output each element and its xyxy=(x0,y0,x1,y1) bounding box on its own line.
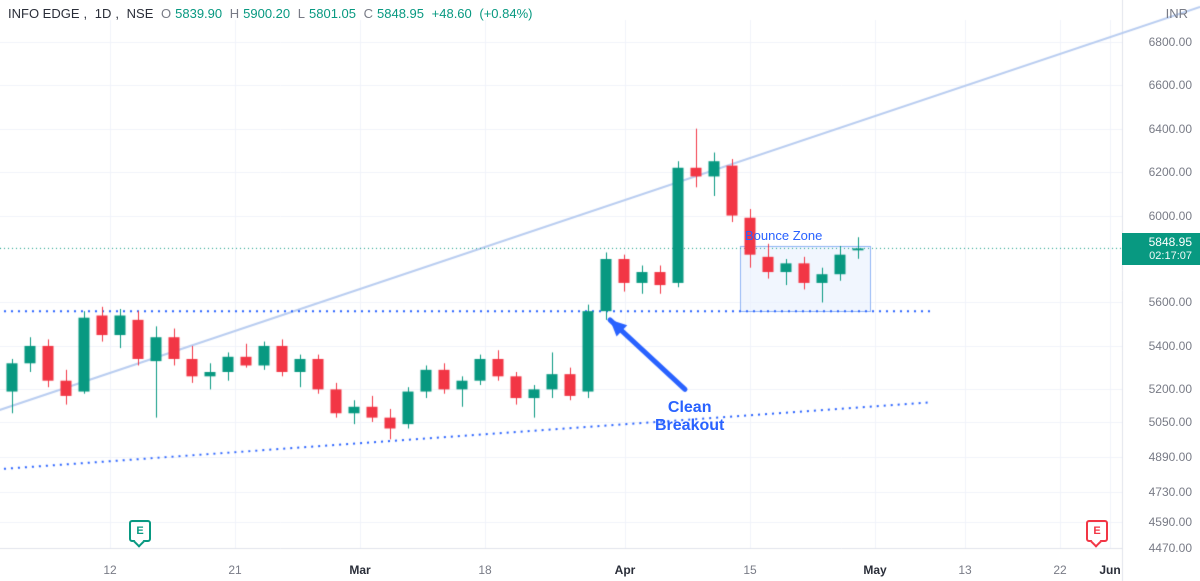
y-tick-label: 6400.00 xyxy=(1149,122,1192,136)
bounce-zone-label: Bounce Zone xyxy=(745,228,822,243)
y-tick-label: 5050.00 xyxy=(1149,415,1192,429)
x-tick-label: 18 xyxy=(478,563,491,577)
price-chart[interactable] xyxy=(0,0,1200,581)
change-value: +48.60 xyxy=(432,6,472,21)
close-value: 5848.95 xyxy=(377,6,424,21)
symbol[interactable]: INFO EDGE xyxy=(8,6,80,21)
x-axis-labels: 12 21 Mar 18 Apr 15 May 13 22 Jun xyxy=(0,557,1122,581)
x-tick-label: Apr xyxy=(615,563,636,577)
low-label: L xyxy=(298,6,305,21)
y-tick-label: 6600.00 xyxy=(1149,78,1192,92)
x-tick-label: 21 xyxy=(228,563,241,577)
event-marker-icon[interactable]: E xyxy=(129,520,151,542)
open-label: O xyxy=(161,6,171,21)
y-tick-label: 4890.00 xyxy=(1149,450,1192,464)
y-axis-labels: 6800.00 6600.00 6400.00 6200.00 6000.00 5600.… xyxy=(1122,0,1200,581)
close-label: C xyxy=(364,6,373,21)
y-tick-label: 6200.00 xyxy=(1149,165,1192,179)
change-pct: (+0.84%) xyxy=(479,6,532,21)
x-tick-label: 12 xyxy=(103,563,116,577)
x-tick-label: Mar xyxy=(349,563,370,577)
low-value: 5801.05 xyxy=(309,6,356,21)
x-tick-label: May xyxy=(863,563,886,577)
timeframe[interactable]: 1D xyxy=(95,6,112,21)
x-tick-label: Jun xyxy=(1099,563,1120,577)
open-value: 5839.90 xyxy=(175,6,222,21)
chart-header: INFO EDGE, 1D, NSE O5839.90 H5900.20 L58… xyxy=(8,6,537,21)
high-value: 5900.20 xyxy=(243,6,290,21)
y-tick-label: 5200.00 xyxy=(1149,382,1192,396)
y-tick-label: 4730.00 xyxy=(1149,485,1192,499)
exchange: NSE xyxy=(127,6,154,21)
x-tick-label: 15 xyxy=(743,563,756,577)
x-tick-label: 22 xyxy=(1053,563,1066,577)
y-tick-label: 6800.00 xyxy=(1149,35,1192,49)
event-marker-icon[interactable]: E xyxy=(1086,520,1108,542)
x-tick-label: 13 xyxy=(958,563,971,577)
y-tick-label: 6000.00 xyxy=(1149,209,1192,223)
countdown-time: 02:17:07 xyxy=(1130,249,1192,263)
y-tick-label: 5400.00 xyxy=(1149,339,1192,353)
y-tick-label: 4590.00 xyxy=(1149,515,1192,529)
high-label: H xyxy=(230,6,239,21)
y-tick-label: 5600.00 xyxy=(1149,295,1192,309)
y-tick-label: 4470.00 xyxy=(1149,541,1192,555)
last-price-tag: 5848.95 02:17:07 xyxy=(1122,233,1200,265)
last-price: 5848.95 xyxy=(1130,235,1192,249)
clean-breakout-annotation: Clean Breakout xyxy=(655,399,724,435)
